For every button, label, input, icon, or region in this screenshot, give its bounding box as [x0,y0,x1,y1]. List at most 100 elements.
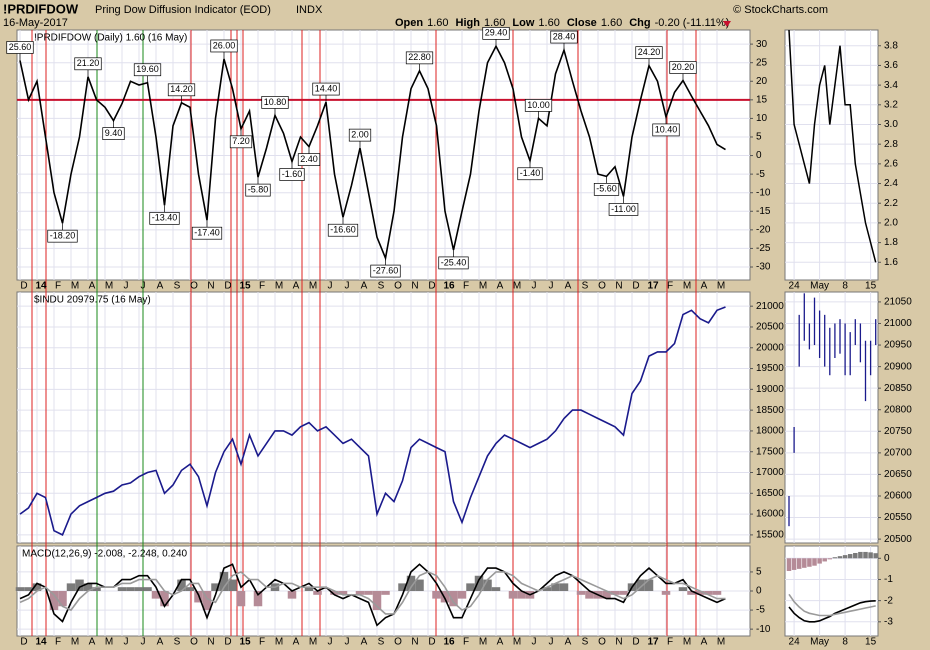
x-tick-label: J [141,281,146,292]
value-label: 22.80 [408,52,431,62]
x-tick-label: M [683,281,691,292]
y-tick-label: 16000 [756,509,784,520]
x-tick-label: D [632,637,639,648]
x-tick-label: S [174,637,181,648]
x-tick-label: 17 [647,637,659,648]
x-tick-label: F [55,281,61,292]
histogram-bar [15,587,25,591]
x-tick-label: F [463,281,469,292]
histogram-bar [160,591,169,607]
panel [784,29,879,281]
histogram-bar [827,558,833,560]
x-tick-label: M [275,637,283,648]
x-tick-label: D [428,637,435,648]
signal-lines [31,30,697,636]
x-tick-label: F [667,281,673,292]
series-line [19,306,726,536]
y-tick-label: 17000 [756,467,784,478]
x-tick-label: J [549,637,554,648]
histogram-bar [372,591,382,611]
value-label: 14.20 [170,84,193,94]
histogram-bar [791,558,797,570]
histogram-bar [542,587,552,591]
histogram-bar [457,591,467,599]
x-tick-label: N [615,281,622,292]
y-tick-label: 16500 [756,488,784,499]
x-tick-label: 15 [239,637,251,648]
histogram-bar [636,579,645,591]
y-tick-label: 20950 [884,340,912,351]
histogram-bar [211,583,220,591]
histogram-bar [812,558,817,566]
x-tick-label: A [89,637,96,648]
quote-label: Chg [629,17,650,29]
x-tick-label: M [71,281,79,292]
histogram-bar [49,591,59,611]
x-tick-label: A [565,281,572,292]
x-tick-label: N [615,637,622,648]
value-label: -27.60 [373,265,399,275]
y-tick-label: 18500 [756,405,784,416]
value-label: 2.40 [300,154,318,164]
x-tick-label: A [701,637,708,648]
x-tick-label: D [632,281,639,292]
x-tick-label: A [497,637,504,648]
value-label: 28.40 [553,31,576,41]
x-tick-label: O [394,637,402,648]
panel [784,291,879,544]
histogram-bar [364,591,373,595]
down-arrow [723,21,731,27]
y-tick-label: 5 [756,567,762,578]
histogram-bar [837,556,843,559]
date: 16-May-2017 [3,17,68,29]
histogram-bar [228,579,237,591]
histogram-bar [313,591,322,595]
x-tick-label: O [190,281,198,292]
histogram-bar [602,591,611,599]
quote-label: Low [512,17,534,29]
y-tick-label: -1 [884,574,893,585]
y-tick-label: 21000 [884,318,912,329]
x-tick-label: 24 [789,281,801,292]
y-tick-label: 20900 [884,361,912,372]
x-tick-label: J [532,281,537,292]
histogram-bar [551,583,560,591]
x-tick-label: 8 [842,637,848,648]
histogram-bar [466,583,475,591]
y-tick-label: 30 [756,39,768,50]
y-tick-label: -10 [756,187,771,198]
y-tick-label: -30 [756,262,771,273]
y-tick-label: 2.6 [884,158,898,169]
histogram-bar [832,557,838,559]
x-tick-label: J [549,281,554,292]
y-tick-label: 2.2 [884,198,898,209]
histogram-bar [796,558,802,569]
quote: Open 1.60 High 1.60 Low 1.60 Close 1.60 Chg -0.20… [395,17,729,29]
x-tick-label: M [717,281,725,292]
histogram-bar [202,591,212,611]
value-label: -16.60 [330,225,356,235]
security-name: Pring Dow Diffusion Indicator (EOD) [95,4,271,16]
x-tick-label: 16 [443,637,455,648]
series-line [19,44,726,261]
value-label: 10.40 [655,124,678,134]
quote-value: -0.20 (-11.11%) [655,17,730,29]
x-tick-label: O [598,637,606,648]
value-label: -13.40 [152,213,178,223]
y-tick-label: 3.6 [884,60,898,71]
histogram-bar [576,591,586,595]
histogram-bar [817,558,822,564]
panel [16,291,751,544]
x-tick-label: N [207,637,214,648]
histogram-bar [619,591,628,595]
quote-value: 1.60 [538,17,559,29]
y-tick-label: 20600 [884,491,912,502]
value-label: -1.40 [520,168,541,178]
x-tick-label: 16 [443,281,455,292]
quote-label: High [456,17,481,29]
x-tick-label: 24 [789,637,801,648]
x-tick-label: S [378,637,385,648]
histogram-bar [868,552,873,559]
